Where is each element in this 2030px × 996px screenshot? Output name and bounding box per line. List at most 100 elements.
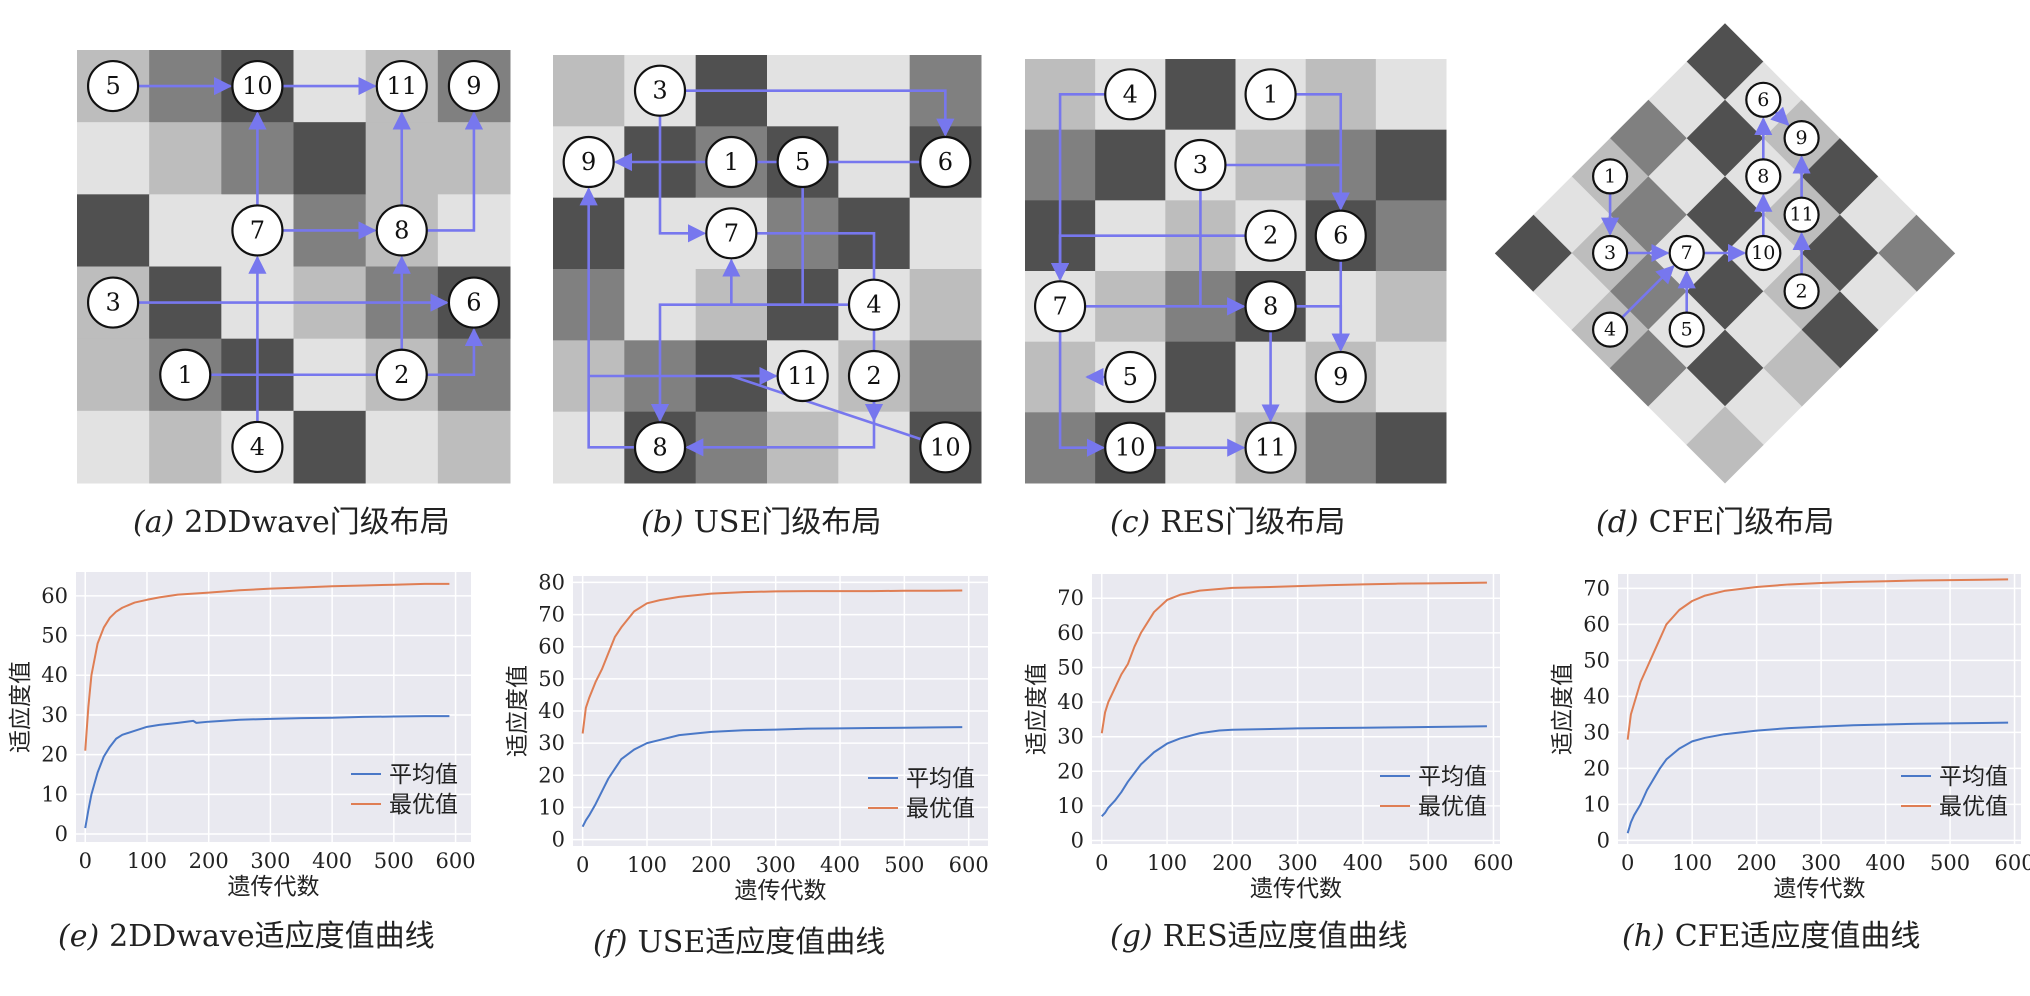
gate-node: 1 — [705, 135, 758, 189]
gate-circle — [633, 64, 687, 117]
gate-node: 5 — [86, 59, 140, 113]
x-tick-label: 100 — [1147, 851, 1187, 875]
grid-tile — [77, 410, 150, 484]
gate-circle — [847, 278, 901, 331]
gate-node: 2 — [1244, 209, 1297, 262]
plot-area — [1618, 574, 2021, 844]
gate-node: 1 — [1244, 68, 1297, 121]
legend-label: 平均值 — [1939, 764, 2008, 790]
gate-label: 6 — [466, 289, 481, 317]
y-tick-label: 50 — [1583, 648, 1610, 672]
gate-node: 8 — [633, 421, 687, 474]
grid-tile — [1375, 341, 1447, 413]
grid-tile — [553, 55, 625, 127]
gate-node: 11 — [375, 59, 428, 113]
gate-node: 9 — [447, 59, 501, 113]
gate-label: 4 — [1123, 80, 1138, 108]
gate-node: 2 — [1783, 273, 1820, 310]
gate-circle — [919, 421, 972, 474]
x-axis-label: 遗传代数 — [228, 874, 320, 900]
gate-label: 11 — [386, 72, 417, 100]
caption-b: (b) USE门级布局 — [641, 505, 881, 540]
gate-node: 1 — [159, 348, 212, 401]
grid-tile — [77, 194, 150, 267]
gate-label: 11 — [787, 362, 818, 390]
gate-label: 9 — [581, 148, 596, 176]
y-tick-label: 10 — [1057, 794, 1084, 818]
grid-tile — [1375, 59, 1447, 131]
gate-label: 4 — [866, 291, 881, 319]
gate-label: 6 — [1333, 222, 1348, 250]
x-tick-label: 300 — [756, 853, 796, 877]
gate-label: 7 — [1052, 292, 1067, 320]
y-tick-label: 60 — [1057, 621, 1084, 645]
series-line-best — [1626, 578, 2009, 740]
gate-circle — [1244, 209, 1297, 262]
gate-circle — [86, 59, 140, 113]
grid-tile — [1375, 129, 1447, 201]
gate-node: 7 — [705, 207, 758, 260]
gate-node: 6 — [1314, 209, 1367, 262]
gate-node: 6 — [447, 276, 501, 329]
gate-circle — [1745, 158, 1782, 195]
legend-label: 最优值 — [1939, 794, 2008, 820]
legend-label: 平均值 — [389, 762, 458, 788]
caption-f: (f) USE适应度值曲线 — [593, 925, 885, 960]
y-tick-label: 50 — [538, 667, 565, 691]
gate-node: 4 — [847, 278, 901, 331]
gate-circle — [231, 420, 284, 474]
x-tick-label: 200 — [1212, 851, 1252, 875]
y-tick-label: 0 — [1071, 829, 1084, 853]
series-line-average — [1101, 725, 1487, 817]
y-tick-label: 50 — [1057, 655, 1084, 679]
gate-circle — [1591, 311, 1629, 348]
x-tick-label: 0 — [79, 849, 92, 873]
layout-panel-c: 4 1 3 2 6 7 8 9 5 10 11 — [1025, 59, 1447, 484]
gate-node: 5 — [1104, 350, 1157, 404]
gate-label: 5 — [1123, 363, 1138, 391]
series-line-best — [1100, 581, 1487, 734]
series-line-best — [581, 589, 963, 734]
grid-tile — [149, 194, 222, 267]
y-tick-label: 30 — [41, 703, 68, 727]
x-axis-label: 遗传代数 — [1250, 876, 1342, 902]
gate-label: 9 — [1796, 127, 1808, 149]
gate-label: 10 — [1115, 434, 1146, 462]
gate-label: 8 — [1757, 165, 1769, 187]
gate-circle — [1174, 138, 1227, 192]
gate-node: 6 — [1745, 81, 1782, 118]
gate-node: 6 — [919, 135, 972, 189]
gate-label: 8 — [394, 216, 409, 244]
chart-panel-f: 0 100 200 300 400 500 600 0 10 20 30 40 50 60 70 80 遗传代数… — [505, 570, 989, 904]
connection-arrow — [1199, 165, 1246, 316]
y-axis-label: 适应度值 — [1550, 663, 1576, 755]
gate-node: 3 — [633, 64, 687, 117]
y-tick-label: 30 — [1583, 720, 1610, 744]
gate-label: 10 — [1751, 242, 1775, 264]
gate-label: 6 — [1757, 89, 1769, 111]
gate-circle — [562, 135, 615, 189]
x-tick-label: 300 — [1278, 851, 1318, 875]
y-tick-label: 60 — [41, 584, 68, 608]
gate-circle — [1668, 234, 1705, 272]
y-tick-label: 70 — [538, 603, 565, 627]
gate-label: 10 — [242, 72, 273, 100]
y-tick-label: 10 — [538, 795, 565, 819]
gate-node: 5 — [1668, 311, 1705, 348]
x-tick-label: 500 — [884, 853, 924, 877]
gate-circle — [1244, 68, 1297, 121]
x-tick-label: 500 — [1930, 851, 1970, 875]
grid-tile — [1165, 59, 1236, 131]
gate-label: 5 — [795, 148, 810, 176]
x-tick-label: 0 — [1095, 851, 1108, 875]
gate-node: 9 — [1314, 350, 1367, 404]
connection-arrow — [660, 89, 955, 137]
gate-label: 7 — [250, 216, 265, 244]
gate-node: 4 — [1591, 311, 1629, 348]
y-tick-label: 40 — [41, 663, 68, 687]
gate-label: 9 — [1333, 363, 1348, 391]
gate-node: 10 — [919, 421, 972, 474]
caption-h: (h) CFE适应度值曲线 — [1622, 919, 1920, 954]
